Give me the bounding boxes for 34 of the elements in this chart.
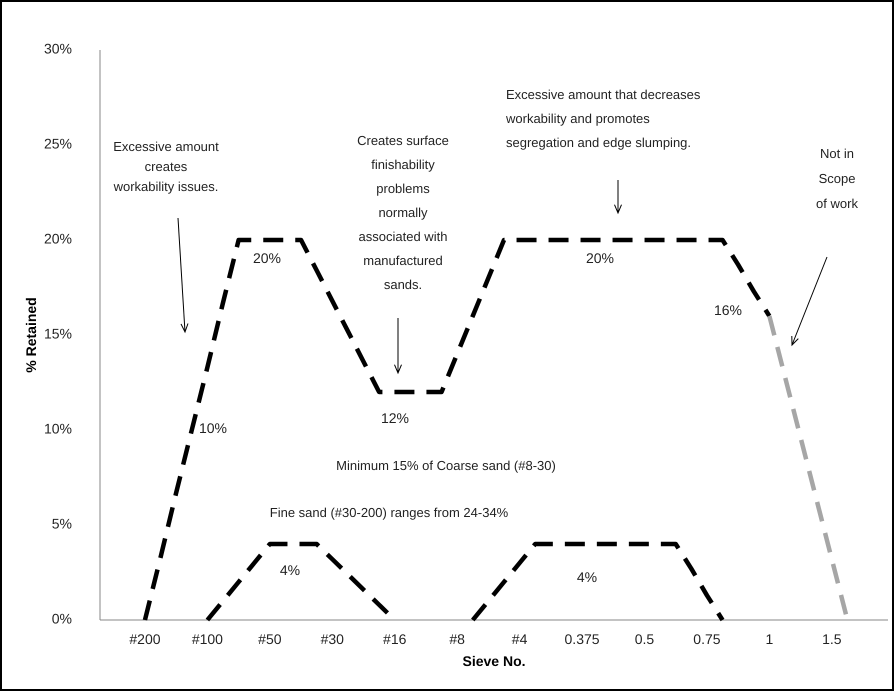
x-tick-label: 1 — [765, 631, 774, 647]
y-tick-label: 0% — [52, 610, 72, 627]
y-tick-label: 30% — [44, 40, 72, 57]
x-tick-label: #8 — [449, 631, 466, 647]
x-tick-label: #50 — [258, 631, 282, 647]
annotation: Excessive amount that decreases workability and promotes segregation and edge slumping. — [505, 87, 701, 150]
annotation: 16% — [714, 302, 742, 318]
y-tick-label: 5% — [52, 516, 72, 532]
x-tick-label: 0.5 — [634, 631, 654, 647]
annotation: Minimum 15% of Coarse sand (#8-30) — [336, 458, 556, 473]
annotation: 4% — [280, 562, 300, 578]
y-tick-label: 25% — [44, 136, 72, 152]
y-tick-label: 20% — [44, 230, 72, 247]
annotation: 12% — [380, 410, 410, 426]
x-tick-label: #200 — [129, 631, 161, 647]
x-tick-label: #100 — [192, 631, 224, 647]
x-tick-label: #4 — [512, 631, 528, 647]
x-tick-label: 0.375 — [564, 631, 600, 647]
annotation: Creates surface finishability problems normally associated with manufactured sands. — [357, 133, 449, 292]
y-axis-title: % Retained — [23, 297, 39, 373]
annotation: 20% — [252, 250, 282, 266]
annotation: Not in Scope of work — [816, 146, 858, 211]
x-tick-label: 1.5 — [822, 631, 842, 647]
annotation: 10% — [198, 420, 228, 436]
x-tick-label: 0.75 — [693, 631, 721, 647]
x-tick-label: #30 — [320, 631, 344, 647]
annotation: Excessive amount creates workability issues. — [112, 139, 220, 194]
y-tick-label: 10% — [44, 420, 72, 437]
y-tick-label: 15% — [44, 326, 72, 342]
x-axis-title: Sieve No. — [462, 653, 526, 669]
annotation: Fine sand (#30-200) ranges from 24-34% — [270, 505, 509, 520]
annotation: 20% — [586, 250, 614, 266]
annotation: 4% — [576, 569, 598, 585]
x-tick-label: #16 — [383, 631, 407, 647]
